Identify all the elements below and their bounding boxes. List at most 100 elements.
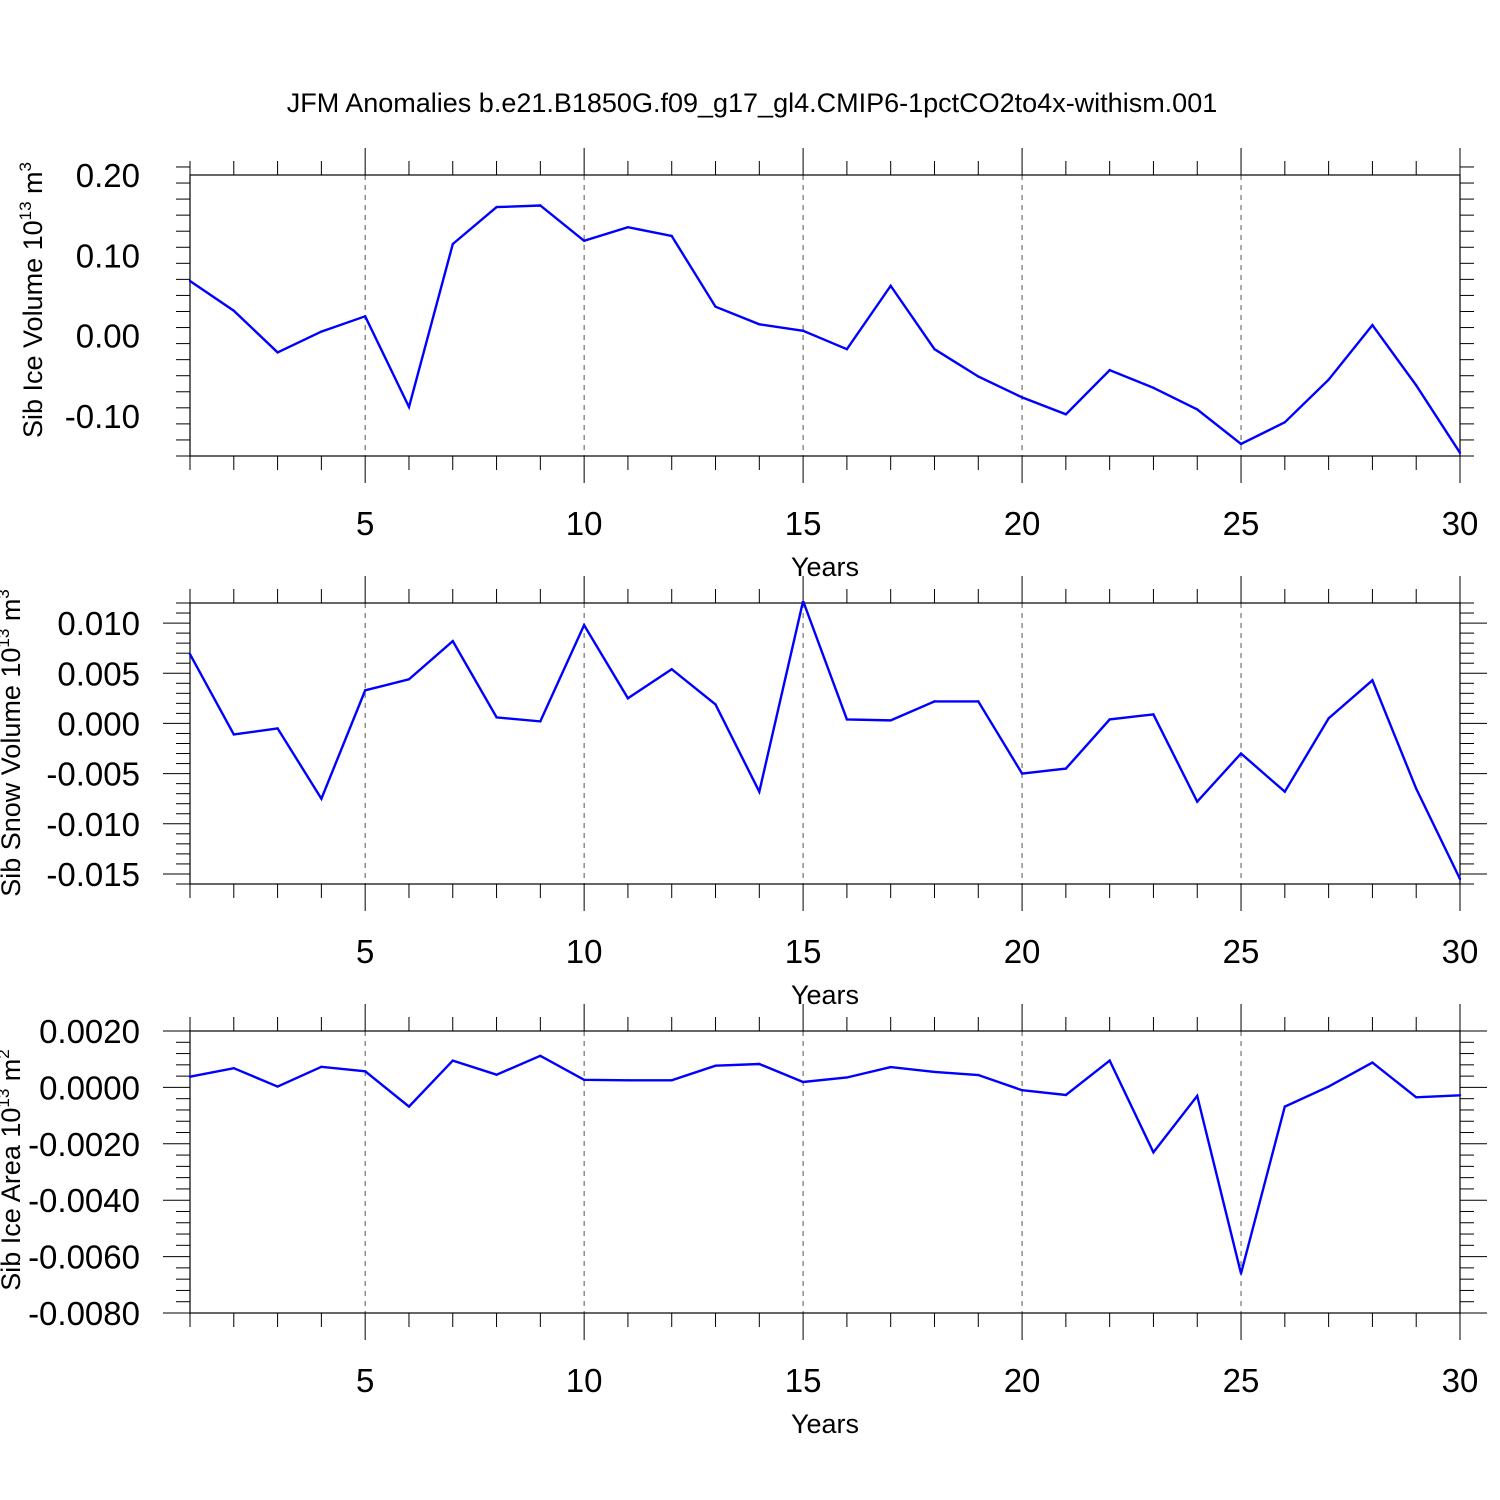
data-point-year-2 [232,733,235,736]
y-tick-label: 0.0020 [39,1013,140,1050]
data-point-year-18 [933,348,936,351]
data-point-year-18 [933,1070,936,1074]
data-point-year-9 [539,204,542,207]
data-point-year-7 [451,242,454,246]
x-tick-label-10: 10 [566,933,603,970]
data-point-year-6 [407,678,411,681]
y-axis-label: Sib Snow Volume 1013 m3 [0,589,26,897]
data-point-year-19 [977,1073,980,1077]
data-point-year-29 [1415,1096,1418,1099]
data-point-year-26 [1283,421,1287,424]
y-axis-label-part: Sib Ice Area 10 [0,1108,26,1291]
y-tick-label: 0.20 [76,157,140,194]
data-point-year-26 [1283,790,1287,793]
data-point-year-20 [1020,772,1024,775]
data-point-year-24 [1196,408,1199,411]
x-tick-label-5: 5 [356,1362,374,1399]
x-tick-label-20: 20 [1004,505,1041,542]
data-point-year-4 [320,1065,323,1069]
data-point-year-6 [407,1105,411,1108]
chart-panel-3: 5 10 15 20 25 30 0.0020 0.0000 -0.0020 -0.0040 -0.… [0,1004,1487,1439]
data-point-year-24 [1196,800,1199,803]
x-axis-label: Years [791,980,859,1010]
data-point-year-29 [1415,787,1418,790]
data-point-year-2 [232,309,235,312]
data-point-year-14 [758,1062,761,1066]
data-point-year-8 [495,205,498,209]
data-point-year-8 [495,716,498,719]
x-tick-label-15: 15 [785,505,822,542]
y-tick-label: 0.00 [76,318,140,355]
data-point-year-26 [1283,1105,1287,1108]
data-point-year-30 [1458,451,1462,454]
series-line [188,601,1462,880]
data-point-year-25 [1239,1272,1243,1275]
x-tick-label-30: 30 [1442,1362,1479,1399]
y-tick-label: -0.005 [46,756,140,793]
series-line [189,204,1462,454]
x-tick-label-25: 25 [1223,505,1260,542]
y-axis-label-superscript: 13 [0,1089,13,1108]
y-axis-label: Sib Ice Volume 1013 m3 [16,162,48,438]
data-point-year-15 [801,329,805,332]
data-point-year-23 [1152,386,1155,389]
chart-panel-2: 5 10 15 20 25 30 0.010 0.005 0.000 -0.005 -0.010 -0… [0,576,1487,1010]
data-point-year-28 [1371,1061,1374,1064]
data-point-year-12 [670,668,673,671]
data-point-year-19 [977,375,980,378]
data-point-year-17 [889,284,892,287]
data-point-year-10 [582,623,586,627]
data-point-year-18 [933,700,936,703]
x-tick-label-25: 25 [1223,1362,1260,1399]
y-tick-label: -0.015 [46,856,140,893]
data-point-year-24 [1196,1094,1199,1098]
data-point-year-5 [363,689,367,692]
data-point-year-3 [276,351,279,354]
x-tick-label-20: 20 [1004,1362,1041,1399]
data-point-year-4 [320,797,323,800]
data-point-year-21 [1064,1093,1068,1097]
data-point-year-2 [232,1067,235,1070]
y-axis-label: Sib Ice Area 1013 m2 [0,1049,26,1291]
x-tick-label-15: 15 [785,1362,822,1399]
data-point-year-3 [276,727,279,730]
plot-frame [189,602,1461,885]
y-axis-label-superscript: 13 [0,629,13,648]
y-tick-label: -0.0080 [28,1295,140,1332]
data-point-year-19 [977,700,980,703]
y-axis-label-part: Sib Ice Volume 10 [18,220,48,438]
plot-frame [189,174,1461,457]
data-point-year-22 [1108,1059,1111,1062]
data-point-year-17 [889,1065,892,1069]
data-point-year-8 [495,1073,498,1076]
x-axis-label: Years [791,552,859,582]
data-point-year-30 [1458,877,1462,881]
data-point-year-1 [188,652,192,656]
data-point-year-13 [714,703,717,706]
y-tick-label: -0.010 [46,806,140,843]
data-point-year-21 [1064,413,1068,416]
data-point-year-5 [363,1070,367,1073]
x-tick-label-10: 10 [566,1362,603,1399]
y-tick-label: -0.0060 [28,1239,140,1276]
data-point-year-14 [758,323,761,326]
data-point-year-7 [451,639,454,643]
data-point-year-15 [801,601,805,603]
x-tick-label-5: 5 [356,933,374,970]
data-point-year-5 [363,315,367,318]
x-tick-label-15: 15 [785,933,822,970]
data-point-year-28 [1371,679,1374,682]
y-tick-label: 0.005 [57,655,140,692]
data-point-year-4 [320,330,323,333]
data-point-year-7 [451,1059,454,1062]
panels-group: 5 10 15 20 25 30 0.20 0.10 0.00 -0.10 Years Sib Ice… [0,148,1487,1439]
y-axis-label-superscript: 3 [16,162,35,171]
data-point-year-11 [626,697,630,700]
data-point-year-1 [188,1075,192,1078]
y-tick-label: -0.10 [65,398,140,435]
y-tick-label: 0.10 [76,237,140,274]
data-point-year-23 [1152,1151,1155,1154]
x-tick-label-30: 30 [1442,933,1479,970]
y-axis-label-part: m [0,1059,26,1089]
